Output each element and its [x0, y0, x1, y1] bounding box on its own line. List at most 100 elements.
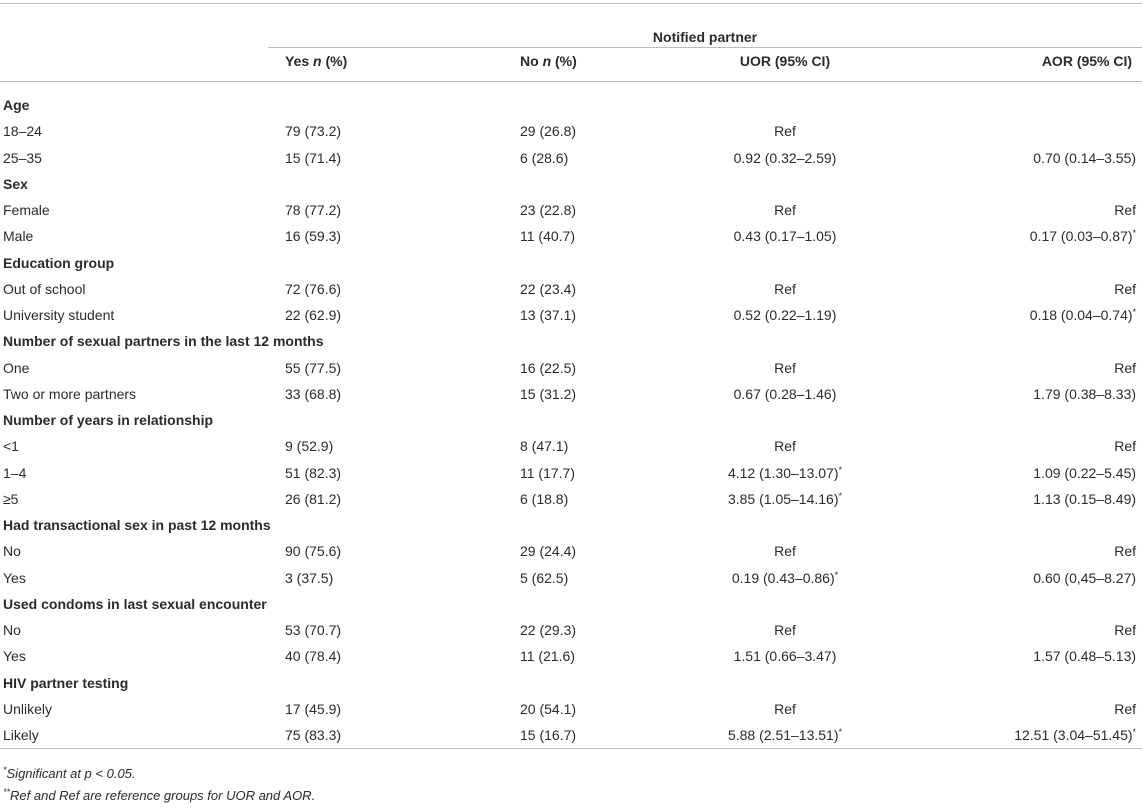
- column-header: No n (%): [505, 47, 690, 82]
- cell: Ref: [774, 438, 796, 455]
- row-label: University student: [3, 307, 115, 324]
- data-row: No 90 (75.6) 29 (24.4) Ref Ref: [0, 538, 1142, 564]
- cell: 8 (47.1): [520, 438, 569, 455]
- cell: 6 (28.6): [520, 149, 569, 166]
- data-row: Two or more partners 33 (68.8) 15 (31.2) 0.…: [0, 381, 1142, 407]
- cell: Ref: [774, 622, 796, 639]
- row-label: No: [3, 543, 21, 560]
- significance-mark: *: [838, 727, 843, 738]
- row-label: Likely: [0, 722, 268, 750]
- cell: Ref: [774, 123, 796, 140]
- column-header-row: Yes n (%) No n (%) UOR (95% CI) AOR (95% CI…: [0, 47, 1142, 82]
- data-row: <1 9 (52.9) 8 (47.1) Ref Ref: [0, 433, 1142, 459]
- cell: 16 (22.5): [520, 359, 577, 376]
- cell: 40 (78.4): [285, 648, 342, 665]
- significance-mark: *: [838, 490, 843, 501]
- section-row: Used condoms in last sexual encounter: [0, 591, 1142, 617]
- cell-text: 0.17 (0.03–0.87): [1029, 228, 1133, 245]
- cell: Ref: [774, 280, 796, 297]
- section-title: Number of sexual partners in the last 12…: [3, 333, 324, 350]
- data-row: Yes 40 (78.4) 11 (21.6) 1.51 (0.66–3.47) 1.5…: [0, 643, 1142, 669]
- cell: 16 (59.3): [285, 228, 342, 245]
- blank-header: [0, 47, 268, 82]
- significance-mark: *: [1132, 727, 1137, 738]
- cell: 15 (31.2): [520, 385, 577, 402]
- footnote-text: Ref and Ref are reference groups for UOR…: [10, 788, 316, 803]
- section-title: Number of years in relationship: [3, 412, 214, 429]
- results-table: Notified partner Yes n (%) No n (%) UOR (9…: [0, 3, 1142, 750]
- cell: Ref: [1114, 622, 1137, 639]
- column-header-suffix: (%): [325, 53, 348, 69]
- column-header-suffix: (%): [555, 53, 577, 69]
- cell: 75 (83.3): [268, 722, 505, 750]
- significance-mark: *: [1132, 228, 1137, 239]
- cell: 55 (77.5): [285, 359, 342, 376]
- cell: 5 (62.5): [520, 569, 569, 586]
- section-title: Sex: [3, 175, 28, 192]
- cell: 90 (75.6): [285, 543, 342, 560]
- cell: 1.13 (0.15–8.49): [1033, 490, 1137, 507]
- cell: Ref: [774, 700, 796, 717]
- cell: Ref: [1114, 438, 1137, 455]
- section-row: Age: [0, 82, 1142, 119]
- data-row: Male 16 (59.3) 11 (40.7) 0.43 (0.17–1.05) 0.…: [0, 223, 1142, 249]
- significance-mark: *: [834, 569, 839, 580]
- cell-text: 5.88 (2.51–13.51): [727, 727, 839, 744]
- row-label: ≥5: [3, 490, 19, 507]
- row-label: 25–35: [3, 149, 42, 166]
- group-header: Notified partner: [268, 3, 1142, 48]
- cell-text: 0.18 (0.04–0.74): [1029, 307, 1133, 324]
- group-header-row: Notified partner: [0, 3, 1142, 48]
- row-label: One: [3, 359, 30, 376]
- column-header-text: UOR (95% CI): [739, 53, 831, 69]
- cell: 1.51 (0.66–3.47): [733, 648, 837, 665]
- data-row: Likely 75 (83.3) 15 (16.7) 5.88 (2.51–13.51…: [0, 722, 1142, 750]
- table-body: Age 18–24 79 (73.2) 29 (26.8) Ref 25–35 15 (71…: [0, 82, 1142, 750]
- row-label: Unlikely: [3, 700, 53, 717]
- cell: 53 (70.7): [285, 622, 342, 639]
- cell: 0.17 (0.03–0.87)*: [880, 223, 1142, 249]
- data-row: ≥5 26 (81.2) 6 (18.8) 3.85 (1.05–14.16)* 1.1…: [0, 486, 1142, 512]
- row-label: Male: [3, 228, 34, 245]
- cell: 1.09 (0.22–5.45): [1033, 464, 1137, 481]
- cell: [880, 118, 1142, 144]
- data-row: One 55 (77.5) 16 (22.5) Ref Ref: [0, 355, 1142, 381]
- data-row: Unlikely 17 (45.9) 20 (54.1) Ref Ref: [0, 696, 1142, 722]
- cell-text: 4.12 (1.30–13.07): [727, 464, 839, 481]
- cell: 0.18 (0.04–0.74)*: [880, 302, 1142, 328]
- cell: 11 (17.7): [520, 464, 575, 481]
- cell: 72 (76.6): [285, 280, 342, 297]
- cell: 1.57 (0.48–5.13): [1033, 648, 1137, 665]
- section-title: Education group: [3, 254, 115, 271]
- data-row: 25–35 15 (71.4) 6 (28.6) 0.92 (0.32–2.59) 0.…: [0, 145, 1142, 171]
- section-title: Had transactional sex in past 12 months: [3, 517, 271, 534]
- cell: 15 (71.4): [285, 149, 342, 166]
- significance-mark: *: [1132, 307, 1137, 318]
- cell-text: 3.85 (1.05–14.16): [727, 490, 839, 507]
- cell: 20 (54.1): [520, 700, 577, 717]
- column-header-text: AOR (95% CI): [1041, 53, 1133, 69]
- column-header: Yes n (%): [268, 47, 505, 82]
- cell: Ref: [1114, 202, 1137, 219]
- cell: 17 (45.9): [285, 700, 342, 717]
- footnotes: *Significant at p < 0.05. **Ref and Ref a…: [3, 766, 315, 810]
- cell: 78 (77.2): [285, 202, 342, 219]
- cell: 0.19 (0.43–0.86)*: [690, 565, 880, 591]
- column-header: UOR (95% CI): [690, 47, 880, 82]
- cell: 0.67 (0.28–1.46): [733, 385, 837, 402]
- row-label: Female: [3, 202, 50, 219]
- section-row: HIV partner testing: [0, 670, 1142, 696]
- cell: 4.12 (1.30–13.07)*: [690, 460, 880, 486]
- cell: 0.92 (0.32–2.59): [733, 149, 837, 166]
- column-header-italic: n: [542, 53, 552, 69]
- section-row: Number of sexual partners in the last 12…: [0, 328, 1142, 354]
- cell: Ref: [1114, 543, 1137, 560]
- data-row: Yes 3 (37.5) 5 (62.5) 0.19 (0.43–0.86)* 0.60…: [0, 565, 1142, 591]
- row-label: No: [3, 622, 21, 639]
- cell: 22 (23.4): [520, 280, 577, 297]
- cell: 13 (37.1): [520, 307, 577, 324]
- cell: 29 (24.4): [520, 543, 577, 560]
- row-label: Two or more partners: [3, 385, 137, 402]
- cell: 22 (62.9): [285, 307, 342, 324]
